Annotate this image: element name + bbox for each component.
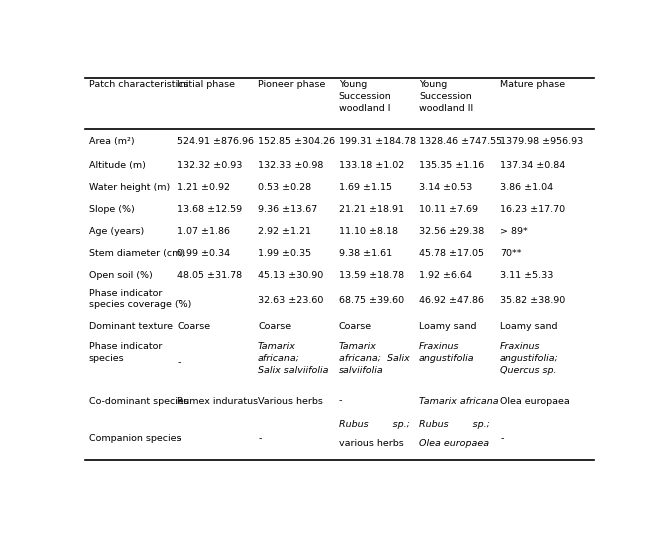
Text: 3.14 ±0.53: 3.14 ±0.53	[419, 183, 472, 192]
Text: 45.78 ±17.05: 45.78 ±17.05	[419, 249, 484, 258]
Text: Tamarix
africana;  Salix
salviifolia: Tamarix africana; Salix salviifolia	[339, 342, 410, 374]
Text: 3.11 ±5.33: 3.11 ±5.33	[500, 271, 554, 280]
Text: 137.34 ±0.84: 137.34 ±0.84	[500, 161, 566, 170]
Text: Young
Succession
woodland I: Young Succession woodland I	[339, 80, 392, 113]
Text: Area (m²): Area (m²)	[89, 137, 134, 146]
Text: 32.63 ±23.60: 32.63 ±23.60	[258, 296, 324, 305]
Text: Tamarix
africana;
Salix salviifolia: Tamarix africana; Salix salviifolia	[258, 342, 329, 374]
Text: Stem diameter (cm): Stem diameter (cm)	[89, 249, 185, 258]
Text: 1.07 ±1.86: 1.07 ±1.86	[178, 227, 231, 236]
Text: 132.33 ±0.98: 132.33 ±0.98	[258, 161, 324, 170]
Text: 2.92 ±1.21: 2.92 ±1.21	[258, 227, 311, 236]
Text: 0.99 ±0.34: 0.99 ±0.34	[178, 249, 231, 258]
Text: Olea europaea: Olea europaea	[419, 439, 489, 448]
Text: 10.11 ±7.69: 10.11 ±7.69	[419, 205, 478, 214]
Text: 1328.46 ±747.55: 1328.46 ±747.55	[419, 137, 502, 146]
Text: various herbs: various herbs	[339, 439, 404, 448]
Text: 152.85 ±304.26: 152.85 ±304.26	[258, 137, 335, 146]
Text: 3.86 ±1.04: 3.86 ±1.04	[500, 183, 553, 192]
Text: Phase indicator
species: Phase indicator species	[89, 342, 162, 363]
Text: -: -	[500, 434, 503, 443]
Text: Fraxinus
angustifolia: Fraxinus angustifolia	[419, 342, 475, 363]
Text: 0.53 ±0.28: 0.53 ±0.28	[258, 183, 311, 192]
Text: 45.13 ±30.90: 45.13 ±30.90	[258, 271, 324, 280]
Text: 135.35 ±1.16: 135.35 ±1.16	[419, 161, 484, 170]
Text: 133.18 ±1.02: 133.18 ±1.02	[339, 161, 404, 170]
Text: Various herbs: Various herbs	[258, 397, 323, 406]
Text: 13.59 ±18.78: 13.59 ±18.78	[339, 271, 404, 280]
Text: Phase indicator
species coverage (%): Phase indicator species coverage (%)	[89, 288, 191, 310]
Text: -: -	[339, 397, 342, 406]
Text: Mature phase: Mature phase	[500, 80, 566, 89]
Text: Rubus        sp.;: Rubus sp.;	[419, 420, 490, 429]
Text: Olea europaea: Olea europaea	[500, 397, 570, 406]
Text: 32.56 ±29.38: 32.56 ±29.38	[419, 227, 484, 236]
Text: Altitude (m): Altitude (m)	[89, 161, 145, 170]
Text: -: -	[178, 434, 181, 443]
Text: 1.99 ±0.35: 1.99 ±0.35	[258, 249, 311, 258]
Text: 1.21 ±0.92: 1.21 ±0.92	[178, 183, 231, 192]
Text: Tamarix africana: Tamarix africana	[419, 397, 499, 406]
Text: Slope (%): Slope (%)	[89, 205, 135, 214]
Text: -: -	[178, 296, 181, 305]
Text: Dominant texture: Dominant texture	[89, 323, 172, 331]
Text: Age (years): Age (years)	[89, 227, 144, 236]
Text: Fraxinus
angustifolia;
Quercus sp.: Fraxinus angustifolia; Quercus sp.	[500, 342, 559, 374]
Text: Patch characteristics: Patch characteristics	[89, 80, 188, 89]
Text: 35.82 ±38.90: 35.82 ±38.90	[500, 296, 566, 305]
Text: Co-dominant species: Co-dominant species	[89, 397, 188, 406]
Text: -: -	[258, 434, 261, 443]
Text: Coarse: Coarse	[258, 323, 291, 331]
Text: > 89*: > 89*	[500, 227, 528, 236]
Text: 9.38 ±1.61: 9.38 ±1.61	[339, 249, 392, 258]
Text: 16.23 ±17.70: 16.23 ±17.70	[500, 205, 566, 214]
Text: Pioneer phase: Pioneer phase	[258, 80, 326, 89]
Text: 46.92 ±47.86: 46.92 ±47.86	[419, 296, 484, 305]
Text: 199.31 ±184.78: 199.31 ±184.78	[339, 137, 416, 146]
Text: 11.10 ±8.18: 11.10 ±8.18	[339, 227, 398, 236]
Text: Loamy sand: Loamy sand	[419, 323, 477, 331]
Text: Young
Succession
woodland II: Young Succession woodland II	[419, 80, 473, 113]
Text: Coarse: Coarse	[339, 323, 372, 331]
Text: 48.05 ±31.78: 48.05 ±31.78	[178, 271, 243, 280]
Text: Rubus        sp.;: Rubus sp.;	[339, 420, 410, 429]
Text: Initial phase: Initial phase	[178, 80, 235, 89]
Text: 1.69 ±1.15: 1.69 ±1.15	[339, 183, 392, 192]
Text: Companion species: Companion species	[89, 434, 181, 443]
Text: 524.91 ±876.96: 524.91 ±876.96	[178, 137, 255, 146]
Text: Loamy sand: Loamy sand	[500, 323, 558, 331]
Text: Coarse: Coarse	[178, 323, 211, 331]
Text: 132.32 ±0.93: 132.32 ±0.93	[178, 161, 243, 170]
Text: 1.92 ±6.64: 1.92 ±6.64	[419, 271, 472, 280]
Text: 21.21 ±18.91: 21.21 ±18.91	[339, 205, 404, 214]
Text: 70**: 70**	[500, 249, 522, 258]
Text: 13.68 ±12.59: 13.68 ±12.59	[178, 205, 243, 214]
Text: 1379.98 ±956.93: 1379.98 ±956.93	[500, 137, 583, 146]
Text: -: -	[178, 358, 181, 367]
Text: Open soil (%): Open soil (%)	[89, 271, 152, 280]
Text: Water height (m): Water height (m)	[89, 183, 170, 192]
Text: 68.75 ±39.60: 68.75 ±39.60	[339, 296, 404, 305]
Text: Rumex induratus: Rumex induratus	[178, 397, 259, 406]
Text: 9.36 ±13.67: 9.36 ±13.67	[258, 205, 318, 214]
